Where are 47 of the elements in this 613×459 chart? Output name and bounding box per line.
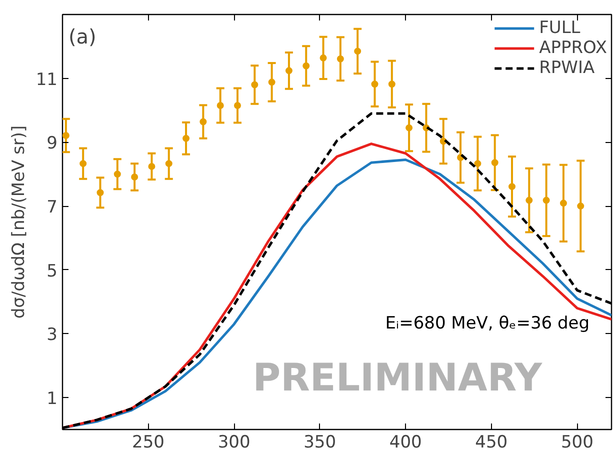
point (406, 124, 413, 132)
y-tick-label: 11 (36, 70, 58, 90)
point (216, 102, 224, 109)
annotation: PRELIMINARY (252, 356, 543, 400)
annotation: Eᵢ=680 MeV, θₑ=36 deg (385, 314, 590, 334)
point (320, 54, 327, 62)
annotation: (a) (68, 24, 96, 48)
point (131, 173, 138, 180)
y-tick-label: 3 (46, 325, 58, 346)
point (234, 102, 241, 109)
legend-label: APPROX (539, 38, 607, 58)
point (302, 62, 310, 70)
y-tick-label: 1 (46, 389, 58, 410)
point (62, 132, 70, 139)
y-tick-label: 5 (46, 261, 58, 282)
x-tick-label: 500 (560, 432, 594, 452)
point (80, 160, 87, 168)
point (354, 48, 362, 55)
x-tick-label: 250 (132, 432, 165, 452)
x-tick-label: 300 (218, 432, 250, 452)
y-tick-label: 9 (46, 134, 58, 154)
point (542, 196, 550, 204)
y-axis-title: dσ/dωdΩ [nb/(MeV sr)] (8, 125, 29, 319)
x-tick-label: 400 (389, 432, 422, 452)
point (491, 159, 498, 166)
point (96, 189, 104, 196)
point (474, 160, 482, 168)
point (371, 80, 378, 88)
legend-label: RPWIA (539, 58, 595, 78)
point (336, 55, 344, 62)
point (114, 170, 121, 178)
point (388, 80, 396, 88)
x-tick-label: 350 (304, 432, 336, 452)
point (200, 118, 207, 126)
point (285, 67, 292, 74)
point (165, 160, 172, 168)
point (577, 202, 584, 210)
point (148, 162, 156, 170)
point (508, 183, 516, 190)
point (526, 196, 533, 204)
x-tick-label: 450 (475, 432, 508, 452)
legend-label: FULL (539, 18, 580, 38)
y-tick-label: 7 (46, 198, 58, 218)
point (251, 81, 258, 88)
point (268, 78, 276, 86)
point (182, 134, 190, 142)
point (560, 200, 567, 207)
